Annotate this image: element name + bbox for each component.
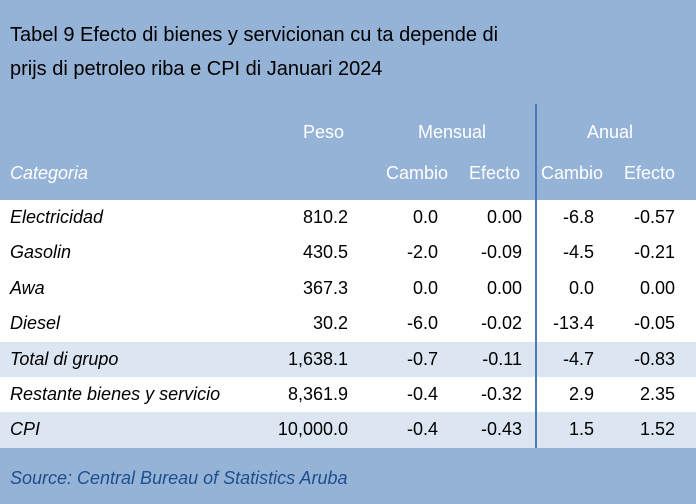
row-monthly-change: -6.0 (406, 313, 438, 334)
row-monthly-change: -0.4 (406, 419, 438, 440)
row-annual-change: -13.4 (552, 313, 594, 334)
data-table: Electricidad 810.2 0.0 0.00 -6.8 -0.57 G… (0, 200, 696, 448)
row-peso: 10,000.0 (277, 419, 348, 440)
row-peso: 8,361.9 (287, 383, 348, 404)
row-annual-effect: -0.83 (633, 348, 675, 369)
row-annual-change: 0.0 (568, 277, 594, 298)
row-annual-effect: 0.00 (639, 277, 675, 298)
row-annual-effect: -0.57 (633, 207, 675, 227)
header-categoria: Categoria (10, 163, 89, 183)
header-anual: Anual (587, 122, 634, 142)
row-annual-change: -4.7 (562, 348, 594, 369)
row-monthly-change: 0.0 (412, 277, 438, 298)
row-category: Restante bienes y servicio (10, 383, 221, 404)
row-monthly-effect: 0.00 (486, 277, 522, 298)
title-line-2: prijs di petroleo riba e CPI di Januari … (10, 58, 383, 80)
table-row: Awa 367.3 0.0 0.00 0.0 0.00 (0, 270, 696, 307)
row-annual-effect: -0.05 (633, 313, 675, 334)
row-category: Electricidad (10, 207, 104, 227)
row-annual-change: -6.8 (562, 207, 594, 227)
row-peso: 1,638.1 (287, 348, 348, 369)
row-annual-change: 2.9 (568, 383, 594, 404)
row-peso: 430.5 (302, 242, 348, 263)
row-monthly-effect: 0.00 (486, 207, 522, 227)
row-annual-change: -4.5 (562, 242, 594, 263)
row-monthly-change: -0.4 (406, 383, 438, 404)
row-category: CPI (10, 419, 41, 440)
header-cambio-anual: Cambio (541, 163, 604, 183)
row-annual-change: 1.5 (568, 419, 594, 440)
row-monthly-effect: -0.43 (480, 419, 522, 440)
row-peso: 30.2 (312, 313, 348, 334)
row-monthly-change: -2.0 (406, 242, 438, 263)
row-annual-effect: 2.35 (639, 383, 675, 404)
source-note: Source: Central Bureau of Statistics Aru… (10, 468, 348, 488)
table-header: Peso Mensual Anual Categoria Cambio Efec… (0, 112, 696, 190)
row-category: Diesel (10, 313, 61, 334)
row-monthly-effect: -0.11 (482, 348, 522, 369)
header-cambio-mensual: Cambio (386, 163, 449, 183)
row-monthly-change: 0.0 (412, 207, 438, 227)
header-efecto-mensual: Efecto (469, 163, 521, 183)
table-row: Electricidad 810.2 0.0 0.00 -6.8 -0.57 (0, 200, 696, 236)
title-line-1: Tabel 9 Efecto di bienes y servicionan c… (10, 24, 499, 46)
table-row: Restante bienes y servicio 8,361.9 -0.4 … (0, 376, 696, 413)
table-row: CPI 10,000.0 -0.4 -0.43 1.5 1.52 (0, 412, 696, 448)
row-monthly-change: -0.7 (406, 348, 438, 369)
row-monthly-effect: -0.32 (480, 383, 522, 404)
header-peso: Peso (303, 122, 345, 142)
row-category: Gasolin (10, 242, 72, 263)
table-title: Tabel 9 Efecto di bienes y servicionan c… (10, 18, 690, 86)
row-peso: 810.2 (302, 207, 348, 227)
row-annual-effect: 1.52 (639, 419, 675, 440)
row-category: Total di grupo (10, 348, 119, 369)
table-row: Diesel 30.2 -6.0 -0.02 -13.4 -0.05 (0, 306, 696, 342)
row-peso: 367.3 (302, 277, 348, 298)
table-row: Gasolin 430.5 -2.0 -0.09 -4.5 -0.21 (0, 235, 696, 271)
row-annual-effect: -0.21 (633, 242, 675, 263)
row-monthly-effect: -0.02 (480, 313, 522, 334)
column-divider (535, 104, 537, 448)
header-mensual: Mensual (418, 122, 487, 142)
header-efecto-anual: Efecto (624, 163, 676, 183)
table-row: Total di grupo 1,638.1 -0.7 -0.11 -4.7 -… (0, 341, 696, 377)
row-monthly-effect: -0.09 (480, 242, 522, 263)
row-category: Awa (10, 277, 45, 298)
